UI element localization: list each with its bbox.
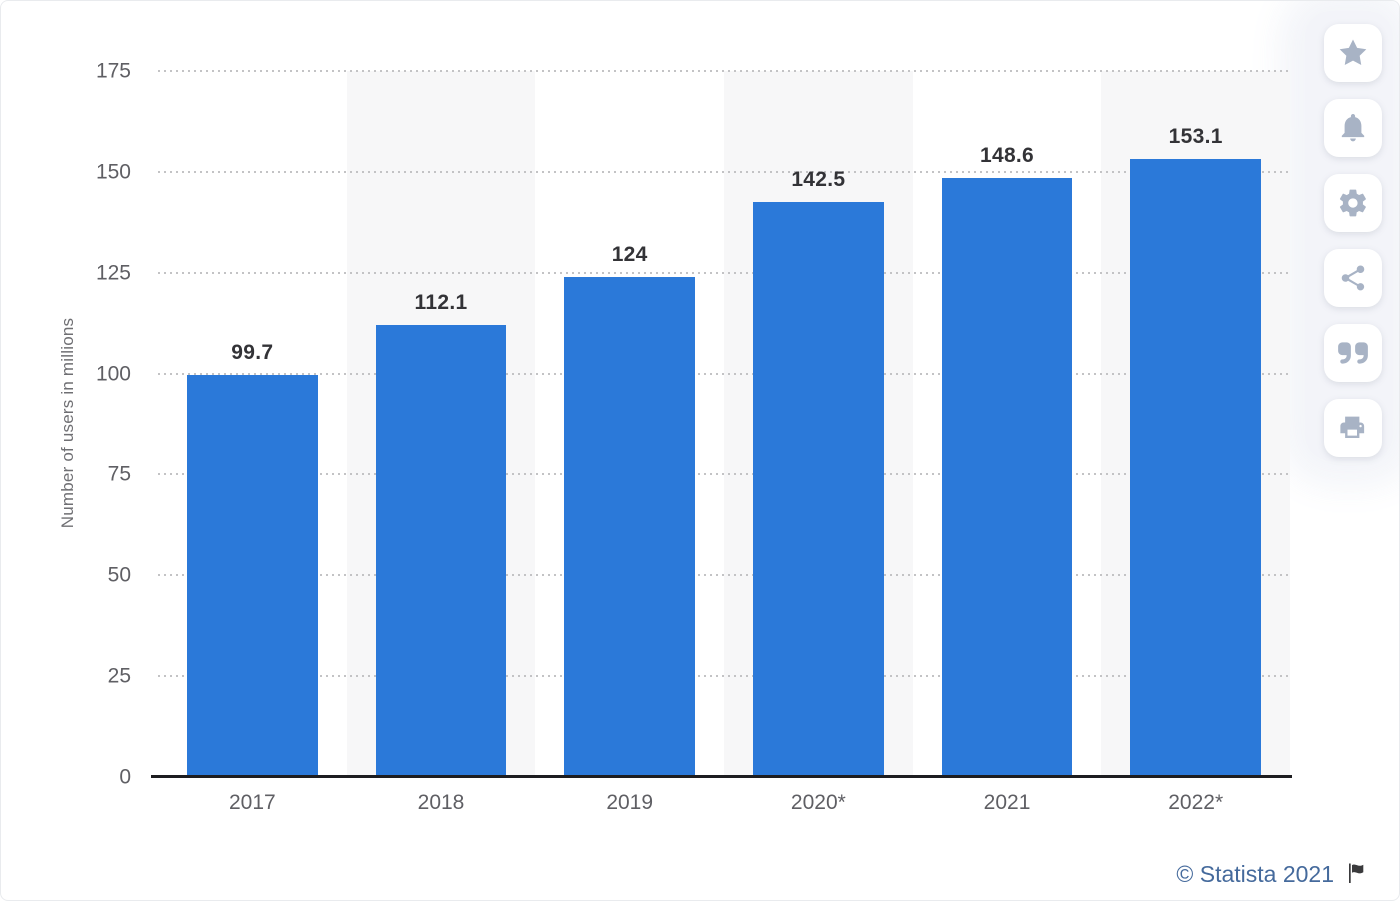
share-button[interactable] <box>1324 249 1382 307</box>
gridline <box>158 170 1290 173</box>
copyright-text: © Statista 2021 <box>1176 861 1334 887</box>
gridline <box>158 271 1290 274</box>
gridline <box>158 675 1290 678</box>
x-axis-tick-label: 2021 <box>983 791 1031 814</box>
x-axis-tick-label: 2019 <box>606 791 654 814</box>
y-axis-tick-label: 150 <box>95 160 131 184</box>
sidebar-background <box>1305 11 1393 461</box>
chart-column-2021: 148.6 <box>913 71 1102 777</box>
bar-2019[interactable] <box>564 276 696 777</box>
gridline <box>158 372 1290 375</box>
bar-value-label: 112.1 <box>414 290 468 314</box>
settings-button[interactable] <box>1324 174 1382 232</box>
chart-column-2018: 112.1 <box>346 71 536 777</box>
bar-value-label: 148.6 <box>979 143 1035 167</box>
print-button[interactable] <box>1324 399 1382 457</box>
favorite-button[interactable] <box>1324 24 1382 82</box>
bar-2018[interactable] <box>375 324 507 777</box>
flag-icon <box>1345 861 1369 888</box>
y-axis-tick-label: 50 <box>107 563 131 587</box>
gridline <box>158 473 1290 476</box>
footer-credit: © Statista 2021 <box>1176 861 1369 888</box>
y-axis-tick-label: 175 <box>95 59 131 83</box>
bar-value-label: 124 <box>611 242 648 266</box>
y-axis-tick-label: 25 <box>107 664 131 688</box>
columns-layer: 99.7 112.1 124 142.5 148.6 153.1 <box>158 71 1291 777</box>
chart-column-2022*: 153.1 <box>1101 71 1291 777</box>
bar-2021[interactable] <box>941 177 1073 777</box>
plot-area: 99.7 112.1 124 142.5 148.6 153.1 <box>158 70 1291 777</box>
chart-column-2017: 99.7 <box>158 71 347 777</box>
report-flag-button[interactable] <box>1345 861 1369 888</box>
x-axis-tick-label: 2017 <box>228 791 276 814</box>
x-axis-tick-label: 2022* <box>1168 791 1224 814</box>
chart-column-2019: 124 <box>535 71 724 777</box>
share-icon <box>1338 263 1368 293</box>
gridline <box>158 574 1290 577</box>
x-axis-tick-label: 2018 <box>417 791 465 814</box>
bell-icon <box>1337 112 1369 144</box>
bar-2017[interactable] <box>186 374 318 777</box>
bar-value-label: 142.5 <box>791 168 846 192</box>
y-axis-tick-label: 0 <box>119 765 131 789</box>
star-icon <box>1337 37 1369 69</box>
bar-value-label: 153.1 <box>1168 125 1223 149</box>
notifications-button[interactable] <box>1324 99 1382 157</box>
bar-value-label: 99.7 <box>231 340 274 364</box>
gridlines-layer <box>158 70 1290 777</box>
bar-2020*[interactable] <box>752 202 884 777</box>
y-axis-tick-label: 125 <box>95 261 131 285</box>
gear-icon <box>1337 187 1369 219</box>
x-axis-tick-labels: 2017 2018 2019 2020* 2021 2022* <box>158 791 1290 815</box>
y-axis-tick-label: 100 <box>95 362 131 386</box>
x-axis-line <box>151 775 1292 778</box>
y-axis-tick-labels: 0 25 50 75 100 125 150 175 <box>41 61 131 788</box>
chart-column-2020*: 142.5 <box>724 71 913 777</box>
x-axis-tick-label: 2020* <box>790 791 846 814</box>
printer-icon <box>1338 413 1368 443</box>
y-axis-tick-label: 75 <box>107 462 131 486</box>
gridline <box>158 70 1290 72</box>
cite-button[interactable] <box>1324 324 1382 382</box>
bar-2022*[interactable] <box>1130 159 1262 777</box>
quote-icon <box>1336 336 1370 370</box>
action-sidebar <box>1324 24 1382 457</box>
